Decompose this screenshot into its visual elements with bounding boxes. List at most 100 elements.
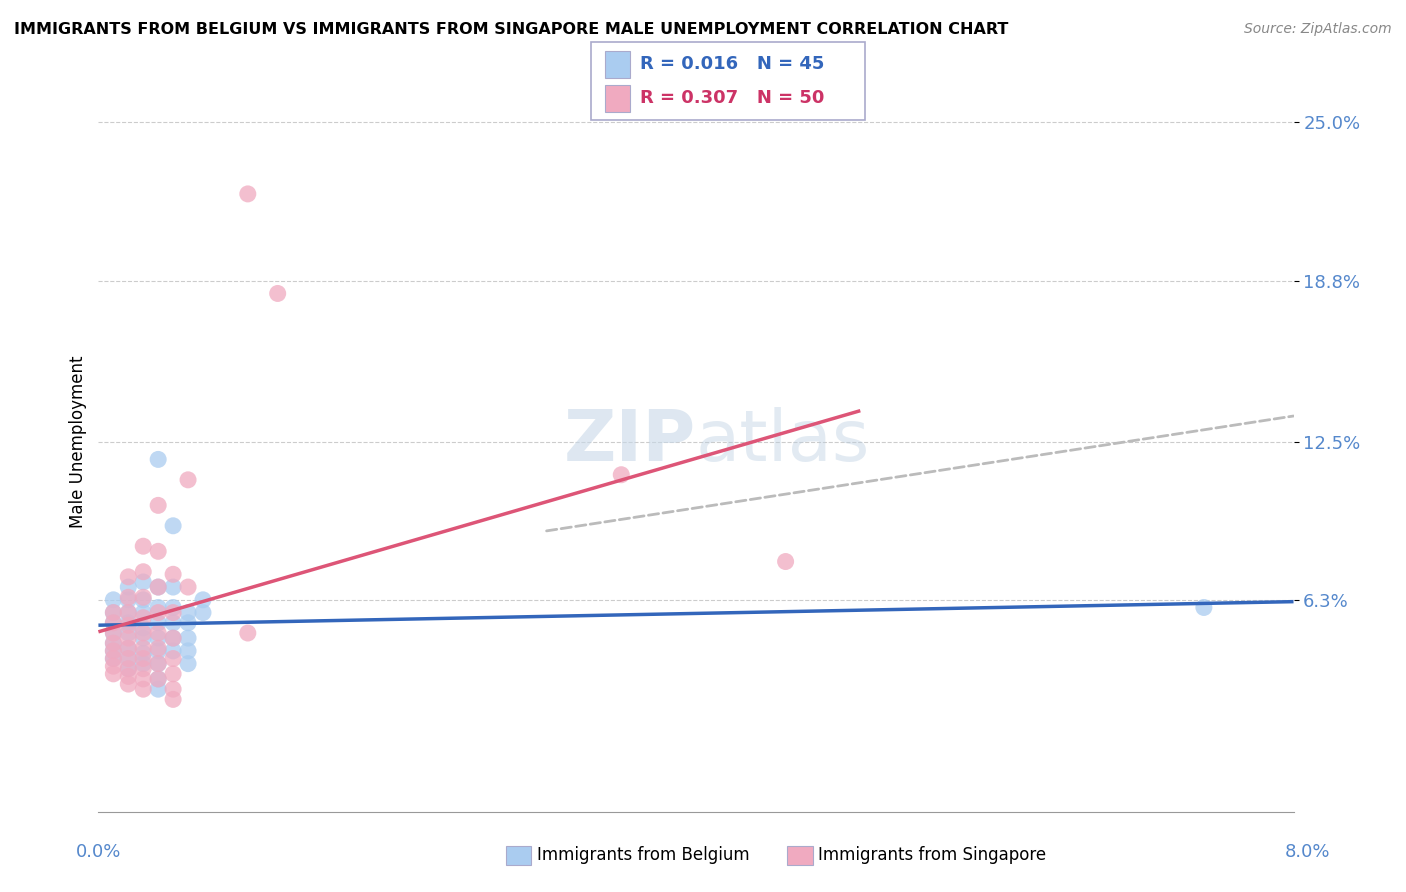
Point bbox=[117, 606, 139, 620]
Point bbox=[132, 662, 155, 676]
Point bbox=[103, 606, 125, 620]
Point bbox=[103, 626, 125, 640]
Point bbox=[117, 651, 139, 665]
Point bbox=[132, 647, 155, 661]
Point bbox=[117, 651, 139, 665]
Point bbox=[117, 662, 139, 676]
Point bbox=[103, 615, 125, 630]
Point bbox=[162, 615, 184, 630]
Point bbox=[132, 621, 155, 635]
Text: atlas: atlas bbox=[696, 407, 870, 476]
Point bbox=[162, 692, 184, 706]
Point bbox=[236, 186, 259, 201]
Point bbox=[177, 631, 200, 645]
Point bbox=[177, 657, 200, 671]
Point bbox=[148, 615, 170, 630]
Text: Immigrants from Belgium: Immigrants from Belgium bbox=[537, 847, 749, 864]
Point bbox=[162, 651, 184, 665]
Point bbox=[148, 631, 170, 645]
Point bbox=[132, 657, 155, 671]
Point bbox=[148, 580, 170, 594]
Point bbox=[117, 631, 139, 645]
Text: 8.0%: 8.0% bbox=[1285, 843, 1330, 861]
Point bbox=[148, 626, 170, 640]
Point bbox=[162, 682, 184, 697]
Point bbox=[148, 682, 170, 697]
Point bbox=[117, 606, 139, 620]
Point bbox=[148, 672, 170, 686]
Point bbox=[775, 555, 797, 569]
Point bbox=[117, 641, 139, 656]
Point bbox=[132, 574, 155, 589]
Point bbox=[177, 473, 200, 487]
Point bbox=[177, 644, 200, 658]
Point bbox=[117, 570, 139, 584]
Text: Immigrants from Singapore: Immigrants from Singapore bbox=[818, 847, 1046, 864]
Point bbox=[162, 567, 184, 582]
Point bbox=[148, 657, 170, 671]
Point bbox=[148, 499, 170, 513]
Point bbox=[117, 580, 139, 594]
Point bbox=[177, 580, 200, 594]
Point bbox=[191, 592, 214, 607]
Point bbox=[191, 606, 214, 620]
Text: ZIP: ZIP bbox=[564, 407, 696, 476]
Point bbox=[148, 600, 170, 615]
Point bbox=[117, 618, 139, 632]
Point bbox=[148, 580, 170, 594]
Point bbox=[267, 286, 290, 301]
Text: R = 0.016   N = 45: R = 0.016 N = 45 bbox=[640, 55, 824, 73]
Text: R = 0.307   N = 50: R = 0.307 N = 50 bbox=[640, 89, 824, 107]
Point bbox=[177, 615, 200, 630]
Point bbox=[117, 662, 139, 676]
Point bbox=[162, 518, 184, 533]
Point bbox=[132, 672, 155, 686]
Point bbox=[117, 669, 139, 683]
Point bbox=[162, 580, 184, 594]
Text: 0.0%: 0.0% bbox=[76, 843, 121, 861]
Point bbox=[117, 626, 139, 640]
Point bbox=[103, 636, 125, 650]
Point bbox=[103, 651, 125, 665]
Point bbox=[132, 631, 155, 645]
Point bbox=[132, 641, 155, 656]
Point bbox=[162, 600, 184, 615]
Point bbox=[148, 644, 170, 658]
Point bbox=[610, 467, 633, 482]
Point bbox=[132, 539, 155, 553]
Point bbox=[162, 606, 184, 620]
Point bbox=[132, 565, 155, 579]
Point bbox=[162, 631, 184, 645]
Point bbox=[103, 626, 125, 640]
Point bbox=[162, 644, 184, 658]
Y-axis label: Male Unemployment: Male Unemployment bbox=[69, 355, 87, 528]
Point bbox=[117, 641, 139, 656]
Point bbox=[132, 592, 155, 607]
Point bbox=[103, 592, 125, 607]
Point bbox=[132, 610, 155, 624]
Point bbox=[132, 651, 155, 665]
Point bbox=[103, 659, 125, 673]
Point bbox=[177, 606, 200, 620]
Point bbox=[1192, 600, 1215, 615]
Point bbox=[103, 636, 125, 650]
Point bbox=[117, 592, 139, 607]
Point bbox=[117, 591, 139, 605]
Point bbox=[103, 644, 125, 658]
Point bbox=[148, 657, 170, 671]
Point bbox=[236, 626, 259, 640]
Point bbox=[148, 452, 170, 467]
Point bbox=[148, 641, 170, 656]
Point bbox=[148, 544, 170, 558]
Point bbox=[103, 651, 125, 665]
Point bbox=[103, 615, 125, 630]
Point bbox=[132, 591, 155, 605]
Point bbox=[132, 606, 155, 620]
Point bbox=[117, 615, 139, 630]
Point bbox=[148, 606, 170, 620]
Text: Source: ZipAtlas.com: Source: ZipAtlas.com bbox=[1244, 22, 1392, 37]
Point bbox=[117, 677, 139, 691]
Point bbox=[103, 644, 125, 658]
Point bbox=[148, 672, 170, 686]
Point bbox=[162, 666, 184, 681]
